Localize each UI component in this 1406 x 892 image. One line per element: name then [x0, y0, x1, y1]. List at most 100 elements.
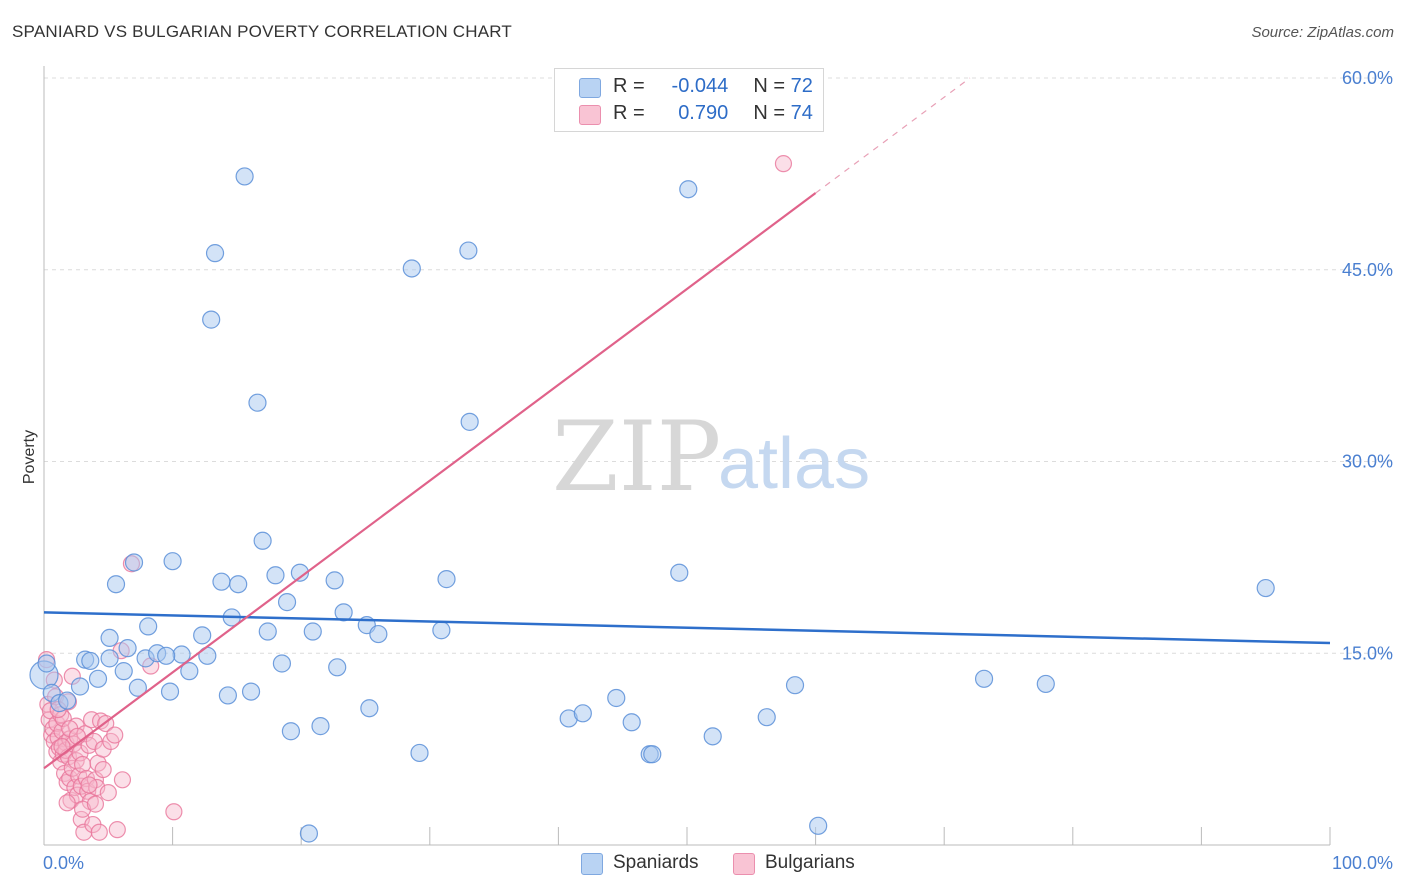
spaniard-point	[258, 622, 277, 641]
spaniard-point	[202, 310, 221, 329]
spaniard-point	[118, 639, 137, 658]
bulgarian-point	[99, 783, 117, 802]
spaniard-point	[785, 676, 805, 695]
spaniard-point	[248, 393, 267, 412]
spaniard-point	[607, 688, 626, 708]
spaniard-point	[334, 603, 353, 622]
spaniard-point	[277, 593, 297, 612]
legend-swatch-blue	[579, 78, 601, 98]
tick-labels: 15.0% 30.0% 45.0% 60.0% 0.0% 100.0%	[43, 68, 1393, 873]
spaniard-point	[193, 626, 212, 645]
bulgarian-point	[108, 821, 126, 839]
spaniard-point	[241, 682, 261, 701]
spaniard-point	[70, 677, 90, 696]
bulgarian-point	[73, 800, 92, 818]
trend-lines	[43, 77, 1331, 770]
spaniard-point	[325, 571, 344, 590]
chart-title: SPANIARD VS BULGARIAN POVERTY CORRELATIO…	[12, 22, 512, 41]
spaniard-point	[703, 727, 722, 746]
spaniards-trend-line	[43, 611, 1331, 645]
spaniard-point	[139, 617, 158, 636]
correlation-legend: R = -0.044 N = 72 R = 0.790 N = 74	[554, 68, 824, 132]
spaniard-point	[622, 713, 641, 732]
bulgarian-point	[68, 727, 87, 745]
legend-r-value: -0.044	[671, 75, 729, 97]
bulgarian-point	[165, 803, 183, 821]
spaniard-point	[106, 575, 126, 594]
bulgarians-label: Bulgarians	[765, 852, 855, 873]
bulgarians-trend-extension	[815, 77, 971, 194]
bulgarian-point	[113, 771, 132, 789]
spaniard-point	[157, 646, 176, 665]
spaniard-point	[679, 180, 698, 199]
spaniard-point	[809, 816, 828, 835]
legend-n-label: N =	[753, 75, 786, 97]
spaniards-swatch	[581, 853, 603, 875]
y-tick-label: 60.0%	[1342, 68, 1393, 88]
bulgarians-swatch	[733, 853, 755, 875]
watermark-zip: ZIP	[552, 401, 721, 513]
watermark-atlas: atlas	[718, 424, 870, 504]
spaniard-point	[459, 241, 478, 260]
spaniard-point	[360, 699, 379, 718]
spaniard-point	[81, 651, 100, 671]
spaniard-point	[100, 628, 119, 648]
spaniard-point	[437, 570, 456, 589]
spaniard-point	[369, 624, 388, 644]
spaniard-point	[37, 654, 56, 673]
spaniard-point	[229, 575, 248, 594]
spaniard-point	[311, 717, 330, 736]
spaniard-point	[235, 167, 254, 186]
legend-r-value: 0.790	[678, 102, 729, 124]
spaniard-point	[573, 704, 592, 723]
spaniard-point	[974, 669, 994, 688]
spaniards-points	[29, 167, 1275, 843]
x-tick-label: 100.0%	[1332, 853, 1393, 873]
bulgarian-point	[774, 155, 793, 173]
bulgarian-point	[82, 711, 101, 729]
legend-n-value: 72	[790, 75, 813, 97]
legend-swatch-pink	[579, 105, 601, 125]
spaniard-point	[432, 621, 451, 640]
spaniard-point	[643, 745, 662, 764]
bulgarian-point	[80, 776, 98, 794]
spaniard-point	[88, 669, 108, 688]
legend-n-value: 74	[790, 102, 813, 124]
bulgarians-trend-line	[43, 192, 817, 770]
source-label: Source: ZipAtlas.com	[1251, 24, 1394, 41]
bulgarian-point	[86, 795, 105, 813]
spaniard-point	[410, 743, 429, 763]
x-tick-label: 0.0%	[43, 853, 84, 873]
spaniard-point	[218, 686, 237, 705]
bulgarian-point	[106, 726, 124, 744]
bulgarian-point	[94, 760, 112, 779]
spaniard-point	[100, 649, 119, 668]
watermark: ZIP atlas	[552, 401, 870, 513]
spaniard-point	[281, 722, 301, 741]
gridlines	[44, 77, 1392, 654]
spaniard-point	[272, 654, 292, 673]
legend-n-label: N =	[753, 102, 786, 124]
spaniard-point	[114, 662, 133, 681]
bulgarian-point	[53, 737, 71, 756]
bulgarians-points	[37, 155, 793, 841]
spaniard-point	[128, 678, 147, 697]
spaniard-point	[180, 662, 199, 681]
spaniard-point	[460, 412, 479, 431]
y-tick-label: 30.0%	[1342, 452, 1393, 472]
spaniard-point	[253, 531, 272, 550]
spaniard-point	[160, 682, 180, 701]
spaniard-point	[124, 553, 144, 572]
spaniard-point	[266, 566, 285, 585]
bulgarian-point	[58, 794, 76, 812]
legend-r-label: R =	[613, 75, 645, 97]
spaniard-point	[1036, 674, 1055, 694]
spaniard-point	[402, 259, 421, 278]
spaniard-point	[1256, 578, 1275, 598]
spaniard-point	[328, 658, 347, 677]
spaniard-point	[205, 244, 225, 263]
spaniard-point	[670, 563, 689, 582]
spaniard-point	[290, 563, 310, 582]
spaniard-point	[757, 708, 776, 727]
